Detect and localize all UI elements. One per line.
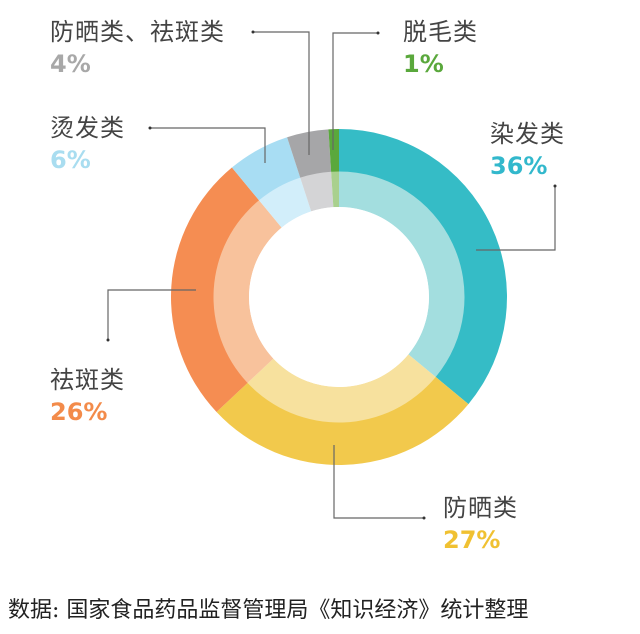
label-dye: 染发类 36% [490, 122, 565, 178]
label-depilatory: 脱毛类 1% [403, 20, 478, 76]
leader-lines [107, 31, 556, 519]
label-value: 4% [50, 50, 91, 78]
label-freckle: 祛斑类 26% [50, 368, 125, 424]
label-sunscreen: 防晒类 27% [443, 496, 518, 552]
label-name: 防晒类 [443, 494, 518, 522]
outer-slice [339, 129, 507, 405]
label-value: 36% [490, 152, 548, 180]
label-name: 祛斑类 [50, 366, 125, 394]
inner-slice [247, 354, 436, 423]
label-name: 脱毛类 [403, 18, 478, 46]
label-value: 1% [403, 50, 444, 78]
leader-line-sun-freckle [253, 31, 310, 155]
outer-slice [170, 167, 260, 413]
label-name: 烫发类 [50, 114, 125, 142]
inner-slice [300, 171, 334, 212]
leader-line-sunscreen [333, 445, 424, 519]
label-perm: 烫发类 6% [50, 116, 125, 172]
outer-slice [328, 129, 339, 173]
leader-line-freckle [107, 289, 196, 340]
inner-slice [331, 171, 339, 208]
leader-line-perm [150, 127, 266, 163]
donut-hole [249, 207, 429, 387]
leader-line-depilatory [332, 32, 378, 150]
label-value: 26% [50, 398, 108, 426]
inner-ring [213, 171, 465, 423]
outer-slice [216, 376, 469, 465]
inner-slice [259, 177, 312, 228]
label-name: 防晒类、祛斑类 [50, 18, 225, 46]
label-value: 27% [443, 526, 501, 554]
label-value: 6% [50, 146, 91, 174]
leader-line-dye [476, 186, 556, 251]
label-sun-freckle: 防晒类、祛斑类 4% [50, 20, 225, 76]
inner-slice [213, 200, 282, 383]
label-name: 染发类 [490, 120, 565, 148]
source-note: 数据: 国家食品药品监督管理局《知识经济》统计整理 [8, 598, 529, 623]
inner-slice [339, 171, 465, 377]
